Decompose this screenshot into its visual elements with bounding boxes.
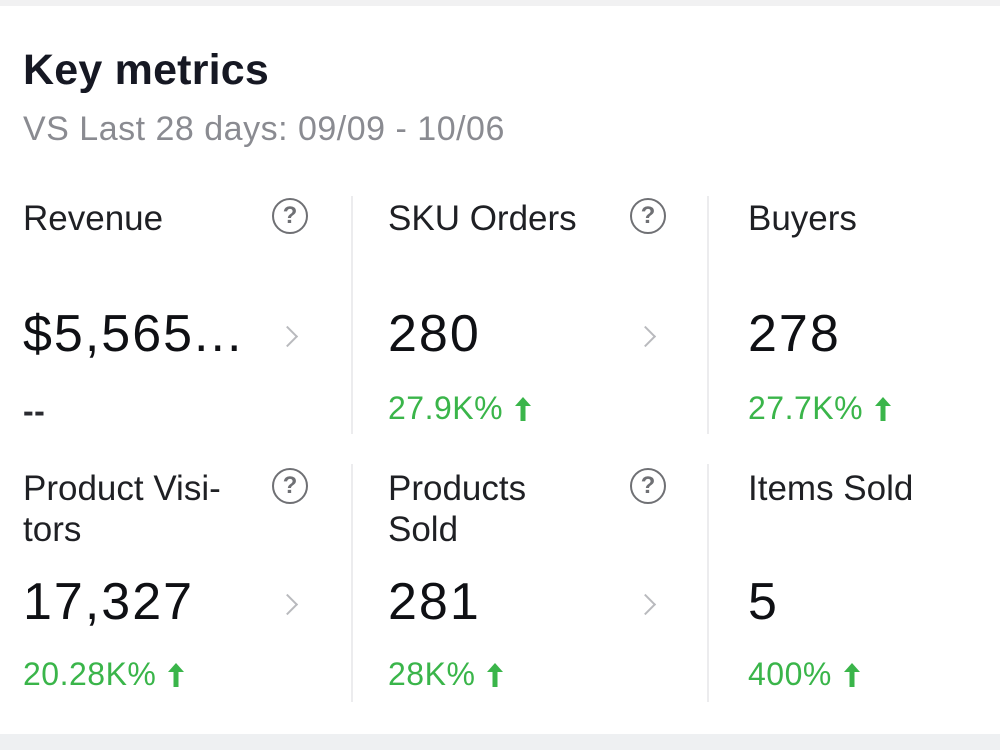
arrow-up-icon [168,662,185,687]
metric-change: 20.28K% [23,656,186,693]
metric-label: Products Sold [388,469,527,549]
metric-value: 280 [388,305,481,363]
arrow-up-icon [843,662,860,687]
help-icon[interactable]: ? [272,468,308,504]
top-strip [0,0,1000,6]
metric-label: SKU Orders [388,199,577,238]
metric-change: 27.7K% [748,390,893,427]
metric-value: 281 [388,573,481,631]
arrow-up-icon [515,396,532,421]
chevron-right-icon[interactable] [634,593,657,616]
metric-change: 27.9K% [388,390,533,427]
metric-value: 278 [748,305,841,363]
metric-product-visitors[interactable]: Product Visi- tors ? 17,327 20.28K% [23,468,353,718]
change-value: 20.28K% [23,656,157,692]
metric-label: Buyers [748,199,857,238]
column-divider [707,464,709,702]
metric-products-sold[interactable]: Products Sold ? 281 28K% [388,468,718,718]
help-icon[interactable]: ? [630,198,666,234]
metric-change: 28K% [388,656,505,693]
metric-value: 17,327 [23,573,195,631]
metric-label: Product Visi- tors [23,469,221,549]
column-divider [707,196,709,434]
arrow-up-icon [487,662,504,687]
metric-label: Items Sold [748,469,914,508]
comparison-period: VS Last 28 days: 09/09 - 10/06 [23,110,505,148]
metric-label: Revenue [23,199,164,238]
section-title: Key metrics [23,46,270,94]
column-divider [351,464,353,702]
metric-buyers[interactable]: Buyers 278 27.7K% [748,198,1000,448]
metric-change: -- [23,393,45,430]
arrow-up-icon [875,396,892,421]
key-metrics-card: Key metrics VS Last 28 days: 09/09 - 10/… [0,6,1000,734]
change-value: -- [23,393,46,429]
chevron-right-icon[interactable] [276,325,299,348]
chevron-right-icon[interactable] [276,593,299,616]
bottom-strip [0,734,1000,750]
metric-items-sold[interactable]: Items Sold 5 400% [748,468,1000,718]
change-value: 28K% [388,656,476,692]
column-divider [351,196,353,434]
help-icon[interactable]: ? [630,468,666,504]
help-icon[interactable]: ? [272,198,308,234]
metric-sku-orders[interactable]: SKU Orders ? 280 27.9K% [388,198,718,448]
change-value: 27.9K% [388,390,504,426]
change-value: 400% [748,656,832,692]
metric-value: $5,565... [23,305,244,363]
chevron-right-icon[interactable] [634,325,657,348]
metric-revenue[interactable]: Revenue ? $5,565... -- [23,198,353,448]
metric-change: 400% [748,656,862,693]
metric-value: 5 [748,573,779,631]
change-value: 27.7K% [748,390,864,426]
